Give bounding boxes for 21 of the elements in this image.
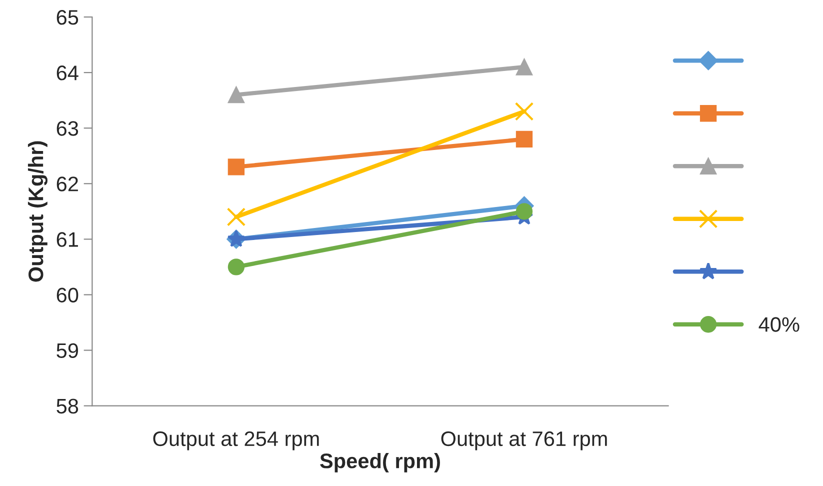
y-tick-label: 61 bbox=[56, 232, 78, 247]
point bbox=[228, 158, 245, 176]
x-axis-title: Speed( rpm) bbox=[320, 453, 440, 472]
point bbox=[228, 258, 245, 276]
point bbox=[516, 58, 533, 76]
y-axis-title: Output (Kg/hr) bbox=[28, 141, 48, 282]
x-tick-label: Output at 254 rpm bbox=[153, 431, 319, 450]
y-tick-label: 63 bbox=[56, 121, 78, 136]
y-tick-label: 60 bbox=[56, 288, 78, 302]
point bbox=[516, 130, 533, 148]
point bbox=[516, 203, 533, 220]
point bbox=[228, 86, 245, 104]
y-tick-label: 65 bbox=[56, 10, 78, 25]
point bbox=[226, 208, 246, 226]
y-tick-label: 64 bbox=[56, 66, 78, 80]
point bbox=[514, 102, 534, 121]
x-tick-label: Output at 761 rpm bbox=[441, 431, 607, 450]
y-tick-label: 59 bbox=[56, 343, 78, 358]
y-tick-label: 62 bbox=[56, 176, 78, 192]
y-tick-label: 58 bbox=[56, 398, 78, 414]
legend-label: 40% bbox=[758, 317, 800, 332]
